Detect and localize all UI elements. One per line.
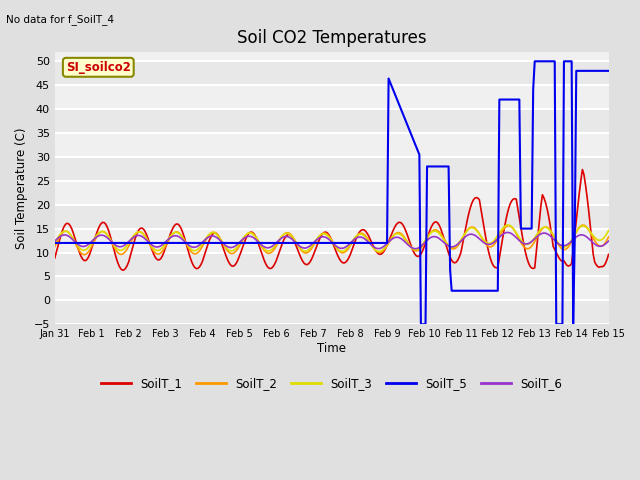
Text: SI_soilco2: SI_soilco2: [66, 61, 131, 74]
Bar: [55, 252, 609, 276]
Bar: [55, 157, 609, 181]
Bar: [55, 276, 609, 300]
X-axis label: Time: Time: [317, 342, 346, 355]
Bar: [55, 181, 609, 204]
Bar: [55, 300, 609, 324]
Bar: [55, 204, 609, 228]
Y-axis label: Soil Temperature (C): Soil Temperature (C): [15, 127, 28, 249]
Bar: [55, 133, 609, 157]
Legend: SoilT_1, SoilT_2, SoilT_3, SoilT_5, SoilT_6: SoilT_1, SoilT_2, SoilT_3, SoilT_5, Soil…: [97, 372, 566, 395]
Bar: [55, 109, 609, 133]
Text: No data for f_SoilT_4: No data for f_SoilT_4: [6, 14, 115, 25]
Bar: [55, 85, 609, 109]
Bar: [55, 228, 609, 252]
Bar: [55, 61, 609, 85]
Title: Soil CO2 Temperatures: Soil CO2 Temperatures: [237, 29, 426, 48]
